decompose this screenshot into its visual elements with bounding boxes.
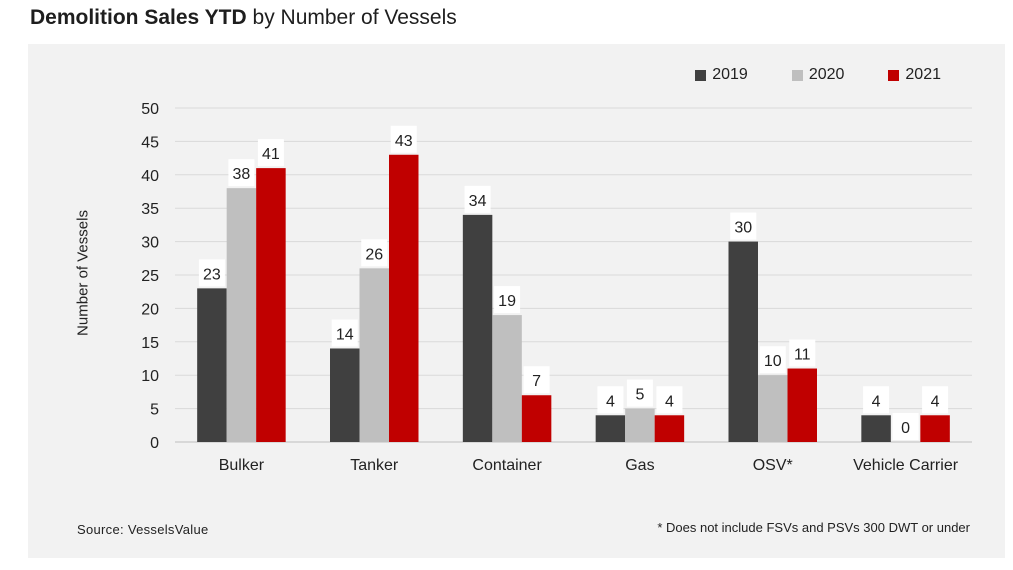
data-label-box	[597, 386, 624, 414]
data-label: 4	[931, 393, 940, 410]
data-label: 23	[203, 266, 221, 283]
y-tick-label: 40	[141, 168, 159, 185]
x-tick-label: Vehicle Carrier	[853, 457, 959, 474]
data-label: 30	[734, 220, 752, 237]
y-tick-label: 50	[141, 101, 159, 118]
bar-2019-bulker	[197, 288, 227, 442]
legend-swatch-2019	[695, 69, 707, 81]
data-label: 5	[635, 387, 644, 404]
data-label-box	[331, 319, 358, 347]
source-note: Source: VesselsValue	[77, 522, 209, 537]
legend-swatch-2020	[791, 69, 803, 81]
bar-2019-vehicle-carrier	[861, 415, 891, 442]
data-label-box	[494, 286, 521, 314]
legend-label-2021: 2021	[905, 66, 941, 83]
y-tick-label: 45	[141, 134, 159, 151]
data-label: 14	[336, 326, 354, 343]
bar-2021-container	[521, 395, 552, 442]
legend-label-2020: 2020	[808, 66, 845, 83]
data-label: 19	[498, 293, 516, 310]
data-label: 11	[794, 347, 811, 364]
y-tick-label: 10	[141, 368, 159, 385]
y-tick-label: 15	[141, 335, 159, 352]
y-tick-label: 20	[141, 301, 159, 318]
legend-item-2019: 2019	[695, 66, 748, 84]
data-label-box	[730, 212, 757, 240]
data-label: 34	[469, 193, 487, 210]
data-label-box	[257, 139, 284, 167]
legend-label-2019: 2019	[712, 66, 748, 83]
chart-title-rest: by Number of Vessels	[252, 6, 457, 29]
bar-2019-gas	[595, 415, 626, 442]
chart-title: Demolition Sales YTD by Number of Vessel…	[30, 6, 457, 30]
bar-2021-osv-	[787, 368, 817, 442]
bar-2021-gas	[654, 415, 685, 442]
x-tick-label: Bulker	[219, 457, 265, 474]
data-label-box	[626, 379, 653, 407]
bar-2020-gas	[625, 408, 655, 442]
data-label: 10	[764, 353, 782, 370]
data-label: 7	[532, 373, 541, 390]
bar-2019-osv-	[728, 241, 758, 442]
legend-swatch-2021	[888, 69, 900, 81]
bar-2020-bulker	[226, 188, 257, 442]
data-label-box	[759, 346, 786, 374]
y-tick-label: 35	[141, 201, 159, 218]
data-label-box	[922, 386, 949, 414]
data-label-box	[228, 159, 255, 187]
legend: 2019 2020 2021	[695, 66, 941, 84]
y-tick-label: 25	[141, 268, 159, 285]
y-tick-label: 5	[150, 402, 159, 419]
data-label: 4	[606, 393, 615, 410]
bar-2020-osv-	[758, 375, 788, 442]
x-tick-label: Container	[472, 457, 542, 474]
data-label: 41	[262, 146, 280, 163]
data-label-box	[361, 239, 388, 267]
data-label-box	[863, 386, 890, 414]
data-label-box	[523, 366, 550, 394]
bar-2019-tanker	[330, 348, 360, 442]
bar-2021-vehicle-carrier	[920, 415, 950, 442]
data-label: 26	[365, 246, 383, 263]
bar-2021-bulker	[256, 168, 286, 442]
data-label: 38	[233, 166, 251, 183]
data-label-box	[789, 339, 816, 367]
footnote: * Does not include FSVs and PSVs 300 DWT…	[657, 520, 970, 535]
data-label: 4	[872, 393, 881, 410]
data-label-box	[656, 386, 683, 414]
data-label-box	[390, 125, 417, 153]
legend-item-2020: 2020	[791, 66, 845, 84]
bar-2020-tanker	[359, 268, 389, 442]
data-label-box	[464, 185, 491, 213]
data-label-box	[892, 413, 919, 440]
bar-2020-container	[492, 315, 522, 442]
legend-item-2021: 2021	[888, 66, 941, 84]
x-tick-label: Tanker	[350, 457, 399, 474]
data-label-box	[198, 259, 225, 287]
bar-2019-container	[462, 214, 493, 442]
data-label: 43	[395, 133, 413, 150]
y-tick-label: 30	[141, 235, 159, 252]
bar-2021-tanker	[389, 154, 419, 442]
chart-title-bold: Demolition Sales YTD	[30, 6, 247, 29]
data-label: 0	[901, 420, 910, 437]
data-label: 4	[665, 393, 674, 410]
y-tick-label: 0	[150, 435, 159, 452]
x-tick-label: OSV*	[753, 457, 793, 474]
x-tick-label: Gas	[625, 457, 654, 474]
